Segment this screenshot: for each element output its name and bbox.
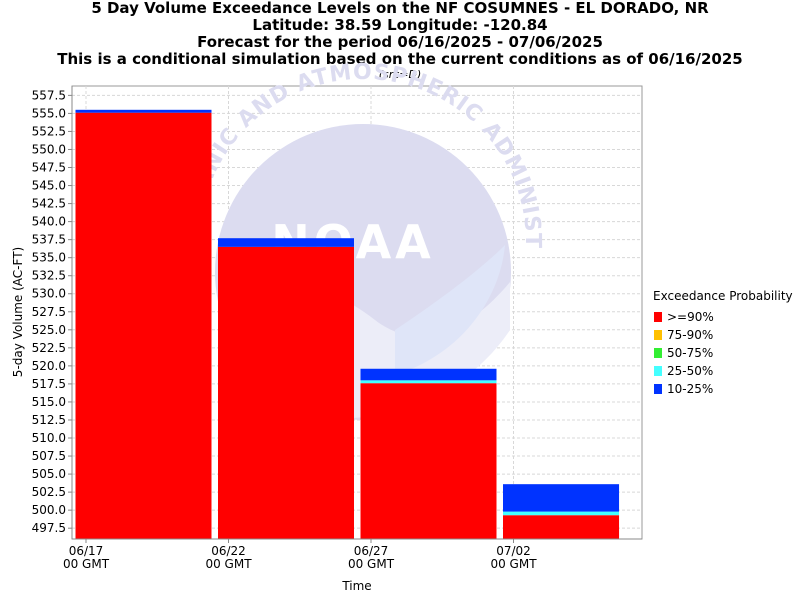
y-tick-label: 545.0 xyxy=(32,179,66,193)
y-tick-label: 517.5 xyxy=(32,377,66,391)
y-tick-label: 557.5 xyxy=(32,88,66,102)
legend-swatch xyxy=(654,348,662,358)
location-subtitle: Latitude: 38.59 Longitude: -120.84 xyxy=(252,16,548,34)
bar-segment-period1-5 xyxy=(75,109,212,113)
legend-label: >=90% xyxy=(667,310,714,324)
bars xyxy=(75,109,620,540)
legend-label: 50-75% xyxy=(667,346,714,360)
legend: Exceedance Probability >=90% 75-90% 50-75%… xyxy=(653,289,793,398)
y-tick-label: 550.0 xyxy=(32,142,66,156)
y-tick-label: 502.5 xyxy=(32,485,66,499)
y-tick-label: 505.0 xyxy=(32,467,66,481)
bar-segment-period2-5 xyxy=(218,238,354,247)
y-tick-label: 542.5 xyxy=(32,197,66,211)
y-tick-label: 522.5 xyxy=(32,341,66,355)
y-tick-label: 510.0 xyxy=(32,431,66,445)
y-axis: 557.5 555.0 552.5 550.0 547.5 545.0 542.5 540.0… xyxy=(32,86,73,539)
legend-swatch xyxy=(654,330,662,340)
y-tick-label: 507.5 xyxy=(32,449,66,463)
legend-label: 25-50% xyxy=(667,364,714,378)
bar-segment-period2-1 xyxy=(218,246,354,539)
bar-segment-period3-5 xyxy=(360,368,497,381)
bar-segment-period4-4 xyxy=(503,511,620,516)
y-tick-label: 527.5 xyxy=(32,305,66,319)
x-tick-date: 06/27 xyxy=(354,544,389,558)
legend-swatch xyxy=(654,384,662,394)
y-tick-label: 520.0 xyxy=(32,359,66,373)
y-tick-label: 555.0 xyxy=(32,106,66,120)
bar-segment-period4-5 xyxy=(503,484,620,512)
x-tick-time: 00 GMT xyxy=(205,557,252,571)
bar-segment-period3-4 xyxy=(360,380,497,384)
period-subtitle: Forecast for the period 06/16/2025 - 07/… xyxy=(197,33,603,51)
conditions-subtitle: This is a conditional simulation based o… xyxy=(57,50,743,68)
y-tick-label: 497.5 xyxy=(32,521,66,535)
x-tick-date: 06/17 xyxy=(69,544,104,558)
y-tick-label: 512.5 xyxy=(32,413,66,427)
x-tick-date: 06/22 xyxy=(211,544,246,558)
y-tick-label: 547.5 xyxy=(32,161,66,175)
chart-titles: 5 Day Volume Exceedance Levels on the NF… xyxy=(0,0,800,82)
x-tick-date: 07/02 xyxy=(496,544,531,558)
legend-swatch xyxy=(654,312,662,322)
legend-item: >=90% xyxy=(653,308,793,326)
legend-item: 50-75% xyxy=(653,344,793,362)
legend-title: Exceedance Probability xyxy=(653,289,793,303)
legend-items: >=90% 75-90% 50-75% 25-50% 10-25% xyxy=(653,308,793,398)
legend-swatch xyxy=(654,366,662,376)
legend-item: 10-25% xyxy=(653,380,793,398)
y-tick-label: 515.0 xyxy=(32,395,66,409)
y-tick-label: 530.0 xyxy=(32,287,66,301)
x-tick-time: 00 GMT xyxy=(490,557,537,571)
legend-label: 10-25% xyxy=(667,382,714,396)
y-tick-label: 535.0 xyxy=(32,251,66,265)
x-tick-time: 00 GMT xyxy=(63,557,110,571)
legend-item: 25-50% xyxy=(653,362,793,380)
legend-label: 75-90% xyxy=(667,328,714,342)
watermark-gull xyxy=(395,245,505,375)
bar-segment-period3-1 xyxy=(360,383,497,539)
y-tick-label: 532.5 xyxy=(32,269,66,283)
y-tick-label: 500.0 xyxy=(32,503,66,517)
x-axis-label: Time xyxy=(341,579,371,593)
source-note: (src=D) xyxy=(378,68,422,81)
y-axis-label: 5-day Volume (AC-FT) xyxy=(11,247,25,377)
y-tick-label: 525.0 xyxy=(32,323,66,337)
bar-segment-period4-1 xyxy=(503,515,620,539)
y-tick-label: 537.5 xyxy=(32,233,66,247)
chart-title: 5 Day Volume Exceedance Levels on the NF… xyxy=(91,0,709,17)
bar-segment-period1-1 xyxy=(75,112,212,540)
y-tick-label: 540.0 xyxy=(32,215,66,229)
x-tick-time: 00 GMT xyxy=(348,557,395,571)
legend-item: 75-90% xyxy=(653,326,793,344)
y-tick-label: 552.5 xyxy=(32,124,66,138)
